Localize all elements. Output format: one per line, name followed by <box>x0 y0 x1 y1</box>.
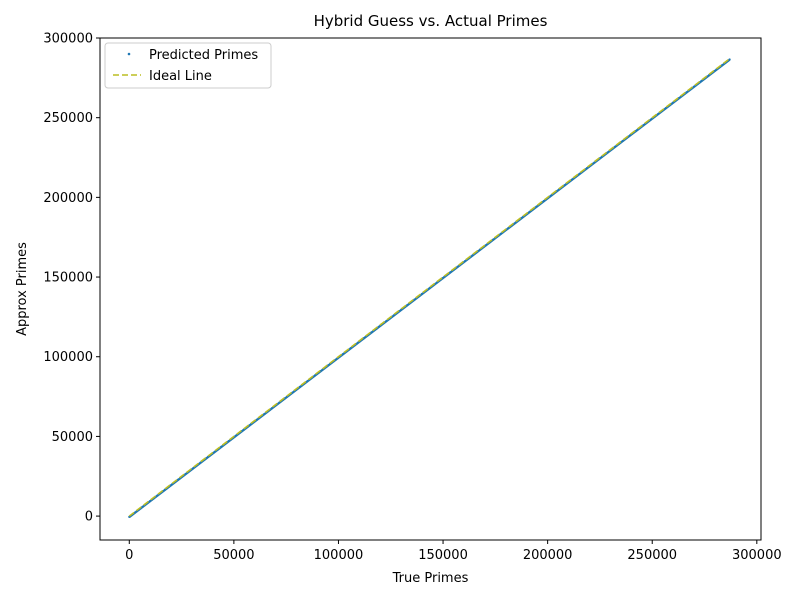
y-tick-label: 300000 <box>43 32 93 47</box>
y-tick-label: 50000 <box>52 430 93 445</box>
legend: Predicted Primes Ideal Line <box>104 42 272 89</box>
y-axis-label: Approx Primes <box>15 242 30 336</box>
y-tick-label: 250000 <box>43 111 93 126</box>
legend-label-ideal: Ideal Line <box>149 69 212 84</box>
scatter-band <box>128 58 731 518</box>
legend-marker-predicted <box>127 52 131 56</box>
plot-frame <box>99 37 762 541</box>
x-tick-label: 50000 <box>213 548 254 563</box>
y-tick-label: 0 <box>85 510 93 525</box>
legend-label-predicted: Predicted Primes <box>149 48 258 63</box>
y-ticks: 0 50000 100000 150000 200000 250000 300000 <box>43 32 100 525</box>
x-axis-label: True Primes <box>392 571 469 586</box>
x-tick-label: 0 <box>125 548 133 563</box>
x-tick-label: 250000 <box>627 548 677 563</box>
x-tick-label: 200000 <box>523 548 573 563</box>
y-tick-label: 150000 <box>43 271 93 286</box>
plot-content <box>128 58 731 518</box>
x-tick-label: 300000 <box>732 548 782 563</box>
x-tick-label: 150000 <box>418 548 468 563</box>
y-tick-label: 200000 <box>43 191 93 206</box>
x-ticks: 0 50000 100000 150000 200000 250000 300000 <box>125 540 782 563</box>
legend-box <box>104 42 272 89</box>
chart-title: Hybrid Guess vs. Actual Primes <box>314 12 548 30</box>
x-tick-label: 100000 <box>314 548 364 563</box>
y-tick-label: 100000 <box>43 350 93 365</box>
